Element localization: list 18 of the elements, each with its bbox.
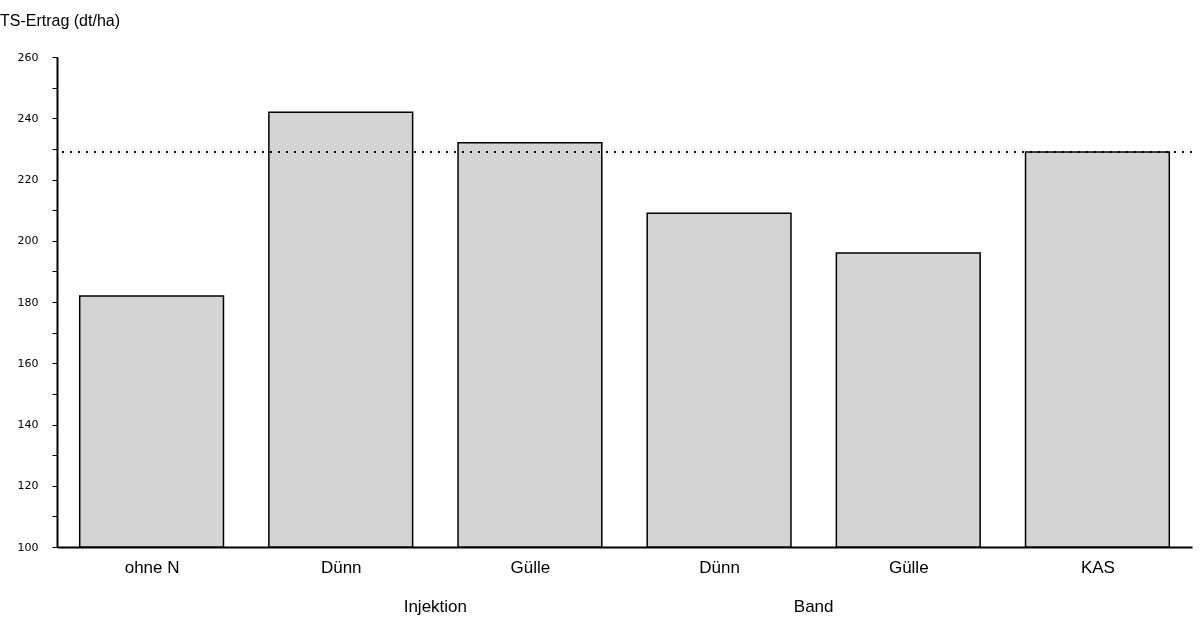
y-axis-title: TS-Ertrag (dt/ha) <box>0 12 121 29</box>
x-tick-label: Gülle <box>888 557 929 577</box>
y-tick-label: 220 <box>17 173 39 186</box>
y-tick-label: 100 <box>17 540 39 554</box>
x-tick-label: Dünn <box>699 557 740 577</box>
y-tick-label: 200 <box>17 234 39 248</box>
text: Band <box>793 597 834 616</box>
y-tick-label: 140 <box>17 418 39 431</box>
text: Injektion <box>403 597 467 616</box>
x-tick-label: Gülle <box>510 557 551 577</box>
y-tick-label: 120 <box>17 479 39 493</box>
y-tick-label: 180 <box>17 295 39 309</box>
x-tick-label: KAS <box>1080 557 1115 577</box>
y-tick-label: 240 <box>17 111 39 125</box>
x-tick-label: Dünn <box>320 557 362 577</box>
x-tick-label: ohne N <box>124 557 180 577</box>
y-tick-label: 160 <box>17 356 39 370</box>
y-tick-label: 260 <box>17 50 39 64</box>
